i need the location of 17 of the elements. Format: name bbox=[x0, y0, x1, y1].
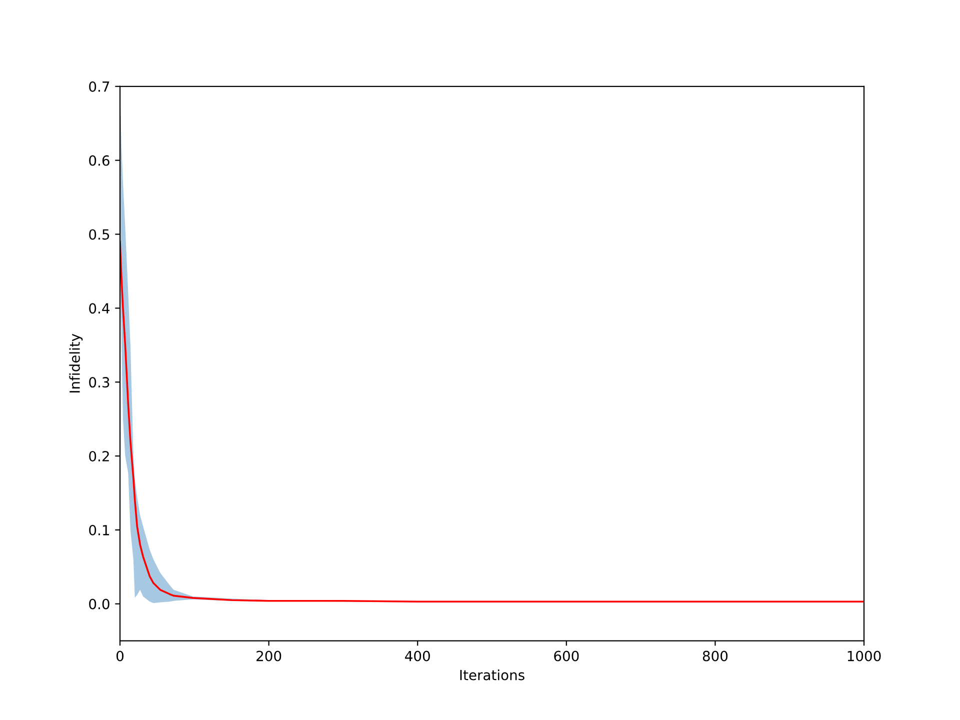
y-axis-title: Infidelity bbox=[69, 334, 83, 392]
x-tick-label: 400 bbox=[405, 650, 430, 662]
y-tick-label: 0.3 bbox=[89, 377, 110, 388]
y-tick-label: 0.6 bbox=[89, 155, 110, 166]
x-tick-label: 1000 bbox=[848, 650, 881, 662]
y-tick-label: 0.1 bbox=[89, 524, 109, 536]
y-tick-label: 0.0 bbox=[89, 598, 110, 610]
line-series bbox=[120, 240, 864, 603]
x-tick-label: 200 bbox=[256, 650, 282, 662]
y-tick-label: 0.4 bbox=[89, 303, 110, 314]
x-tick-label: 800 bbox=[702, 650, 728, 662]
x-tick-label: 600 bbox=[554, 650, 579, 662]
x-tick-label: 0 bbox=[116, 650, 124, 662]
x-axis-title: Iterations bbox=[460, 670, 524, 680]
y-tick-label: 0.5 bbox=[89, 229, 110, 240]
y-tick-label: 0.7 bbox=[89, 81, 110, 92]
y-tick-label: 0.2 bbox=[89, 450, 109, 462]
